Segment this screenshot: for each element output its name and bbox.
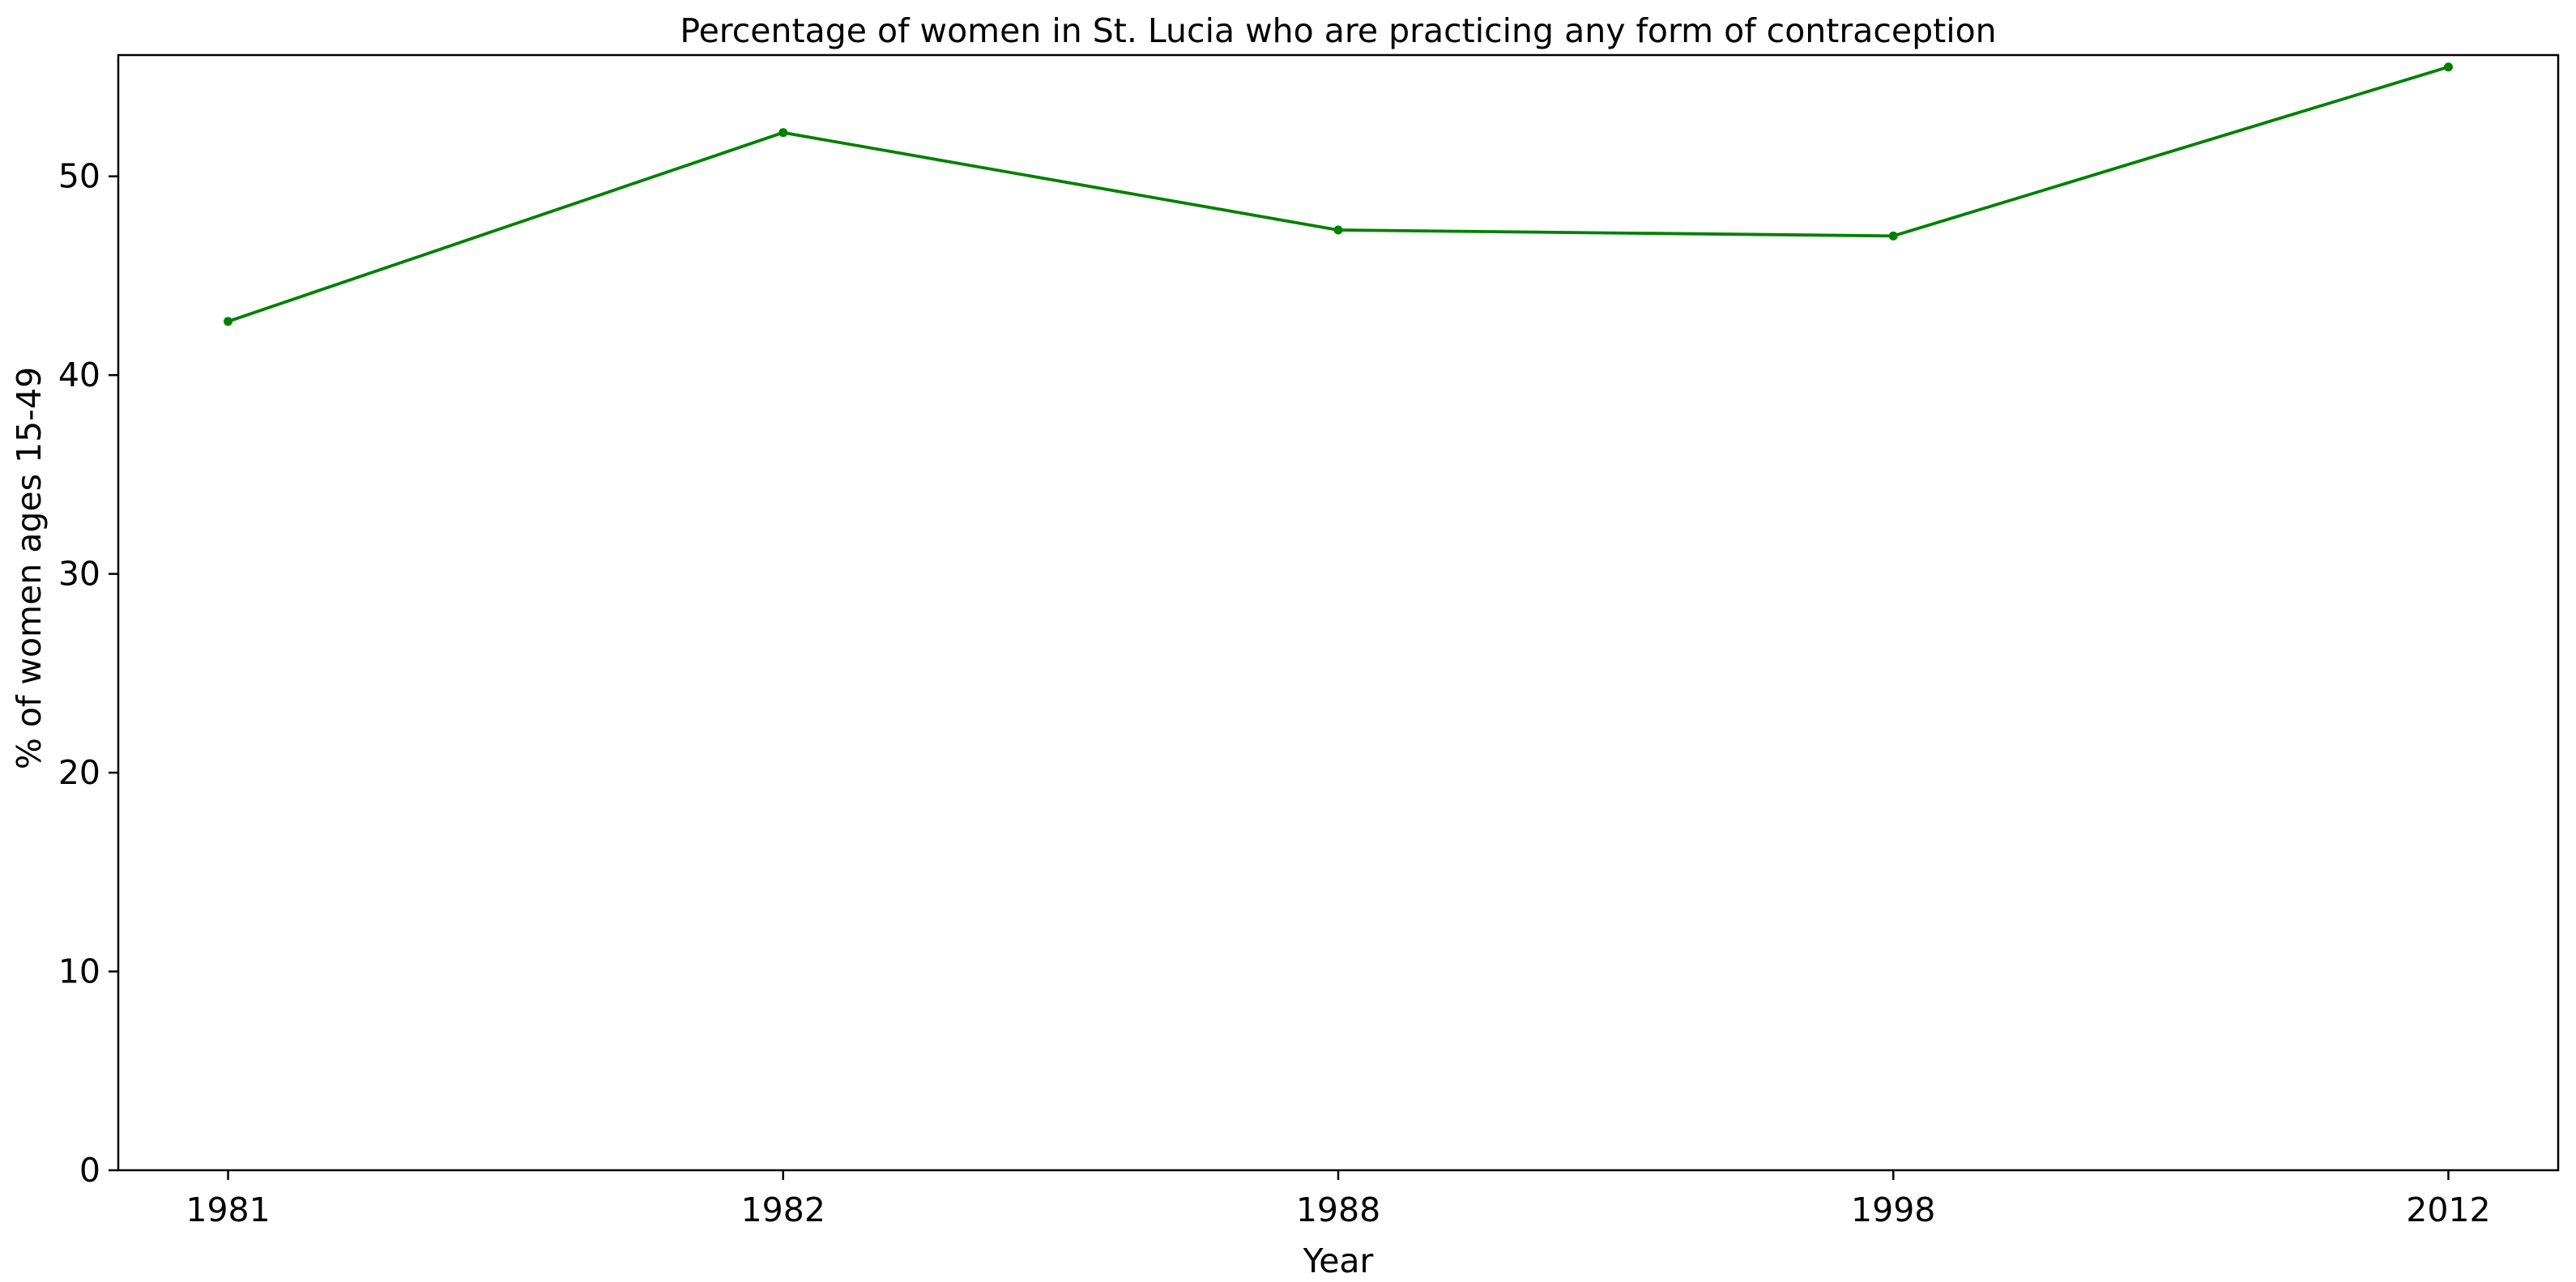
plot-frame [117, 53, 2560, 1172]
data-point [1888, 231, 1898, 241]
data-point [778, 128, 788, 138]
x-tick-label: 2012 [2406, 1190, 2490, 1229]
y-tick-label: 30 [58, 555, 100, 594]
data-point [1333, 225, 1343, 235]
series-layer [224, 62, 2453, 326]
y-tick-label: 50 [58, 157, 100, 196]
x-tick-label: 1998 [1851, 1190, 1935, 1229]
x-axis-ticks: 1981 1982 1988 1998 2012 [186, 1170, 2491, 1229]
x-tick-label: 1982 [741, 1190, 825, 1229]
x-tick-label: 1988 [1296, 1190, 1380, 1229]
data-point [224, 317, 233, 326]
y-axis-ticks: 0 10 20 30 40 50 [58, 157, 118, 1190]
y-tick-label: 40 [58, 356, 100, 394]
y-tick-label: 20 [58, 753, 100, 792]
y-tick-label: 10 [58, 952, 100, 991]
data-point [2443, 62, 2453, 72]
y-tick-label: 0 [79, 1151, 100, 1190]
chart-title: Percentage of women in St. Lucia who are… [680, 11, 1996, 50]
x-tick-label: 1981 [186, 1190, 270, 1229]
y-axis-label: % of women ages 15-49 [10, 367, 49, 769]
x-axis-label: Year [1303, 1242, 1374, 1279]
